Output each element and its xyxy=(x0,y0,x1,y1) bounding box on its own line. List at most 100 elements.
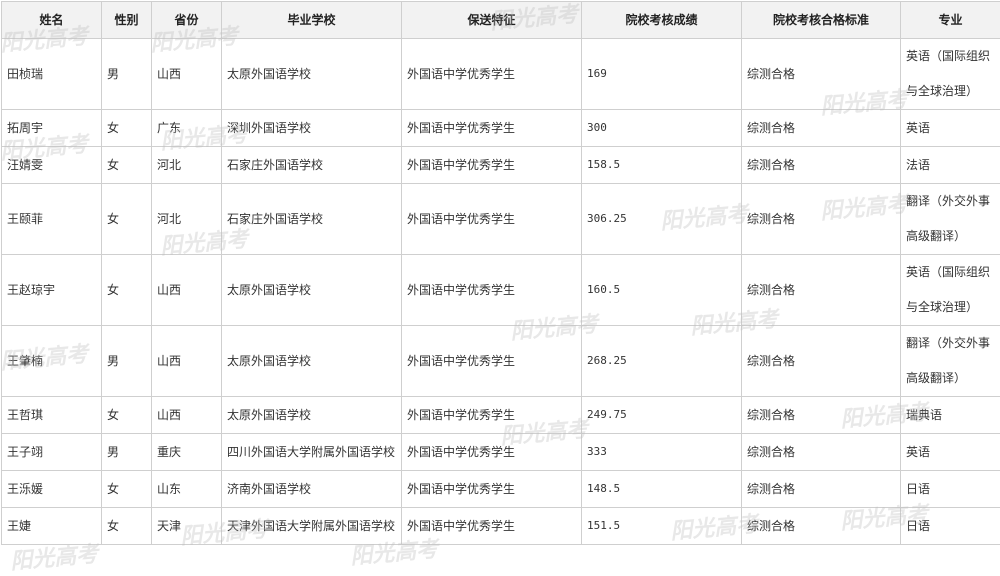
cell-name: 王子翊 xyxy=(2,434,102,471)
cell-school: 济南外国语学校 xyxy=(222,471,402,508)
cell-school: 太原外国语学校 xyxy=(222,255,402,326)
cell-province: 山东 xyxy=(152,471,222,508)
cell-standard: 综测合格 xyxy=(742,39,901,110)
cell-standard: 综测合格 xyxy=(742,434,901,471)
cell-name: 王婕 xyxy=(2,508,102,545)
cell-standard: 综测合格 xyxy=(742,255,901,326)
header-feature: 保送特征 xyxy=(402,2,582,39)
cell-province: 河北 xyxy=(152,184,222,255)
cell-gender: 男 xyxy=(102,434,152,471)
cell-province: 山西 xyxy=(152,39,222,110)
cell-feature: 外国语中学优秀学生 xyxy=(402,397,582,434)
cell-province: 山西 xyxy=(152,255,222,326)
cell-name: 王肇楠 xyxy=(2,326,102,397)
cell-school: 太原外国语学校 xyxy=(222,39,402,110)
cell-standard: 综测合格 xyxy=(742,326,901,397)
cell-name: 王颐菲 xyxy=(2,184,102,255)
cell-province: 山西 xyxy=(152,326,222,397)
header-score: 院校考核成绩 xyxy=(582,2,742,39)
cell-major: 英语 xyxy=(901,434,1000,471)
cell-score: 148.5 xyxy=(582,471,742,508)
cell-major: 英语（国际组织与全球治理） xyxy=(901,255,1000,326)
cell-name: 王赵琼宇 xyxy=(2,255,102,326)
cell-score: 158.5 xyxy=(582,147,742,184)
cell-major: 日语 xyxy=(901,508,1000,545)
cell-gender: 男 xyxy=(102,326,152,397)
cell-standard: 综测合格 xyxy=(742,508,901,545)
admission-table: 姓名 性别 省份 毕业学校 保送特征 院校考核成绩 院校考核合格标准 专业 田桢… xyxy=(1,1,1000,545)
cell-school: 太原外国语学校 xyxy=(222,397,402,434)
cell-standard: 综测合格 xyxy=(742,184,901,255)
cell-feature: 外国语中学优秀学生 xyxy=(402,326,582,397)
cell-gender: 女 xyxy=(102,508,152,545)
cell-score: 268.25 xyxy=(582,326,742,397)
cell-gender: 女 xyxy=(102,397,152,434)
cell-standard: 综测合格 xyxy=(742,110,901,147)
cell-score: 169 xyxy=(582,39,742,110)
cell-feature: 外国语中学优秀学生 xyxy=(402,110,582,147)
header-gender: 性别 xyxy=(102,2,152,39)
cell-gender: 女 xyxy=(102,255,152,326)
cell-gender: 女 xyxy=(102,110,152,147)
cell-feature: 外国语中学优秀学生 xyxy=(402,147,582,184)
header-name: 姓名 xyxy=(2,2,102,39)
cell-gender: 女 xyxy=(102,184,152,255)
cell-standard: 综测合格 xyxy=(742,397,901,434)
cell-school: 深圳外国语学校 xyxy=(222,110,402,147)
cell-province: 山西 xyxy=(152,397,222,434)
cell-major: 英语 xyxy=(901,110,1000,147)
cell-name: 拓周宇 xyxy=(2,110,102,147)
cell-school: 四川外国语大学附属外国语学校 xyxy=(222,434,402,471)
cell-feature: 外国语中学优秀学生 xyxy=(402,184,582,255)
cell-score: 333 xyxy=(582,434,742,471)
cell-score: 151.5 xyxy=(582,508,742,545)
header-row: 姓名 性别 省份 毕业学校 保送特征 院校考核成绩 院校考核合格标准 专业 xyxy=(2,2,1000,39)
cell-school: 石家庄外国语学校 xyxy=(222,184,402,255)
cell-major: 翻译（外交外事高级翻译） xyxy=(901,184,1000,255)
cell-standard: 综测合格 xyxy=(742,471,901,508)
header-school: 毕业学校 xyxy=(222,2,402,39)
cell-name: 王哲琪 xyxy=(2,397,102,434)
header-major: 专业 xyxy=(901,2,1000,39)
cell-major: 瑞典语 xyxy=(901,397,1000,434)
cell-gender: 女 xyxy=(102,471,152,508)
cell-feature: 外国语中学优秀学生 xyxy=(402,255,582,326)
header-province: 省份 xyxy=(152,2,222,39)
cell-school: 太原外国语学校 xyxy=(222,326,402,397)
cell-school: 石家庄外国语学校 xyxy=(222,147,402,184)
cell-standard: 综测合格 xyxy=(742,147,901,184)
cell-province: 广东 xyxy=(152,110,222,147)
cell-major: 日语 xyxy=(901,471,1000,508)
cell-feature: 外国语中学优秀学生 xyxy=(402,39,582,110)
cell-major: 翻译（外交外事高级翻译） xyxy=(901,326,1000,397)
cell-score: 300 xyxy=(582,110,742,147)
cell-feature: 外国语中学优秀学生 xyxy=(402,471,582,508)
cell-name: 王泺媛 xyxy=(2,471,102,508)
cell-province: 天津 xyxy=(152,508,222,545)
cell-province: 重庆 xyxy=(152,434,222,471)
cell-name: 田桢瑞 xyxy=(2,39,102,110)
cell-feature: 外国语中学优秀学生 xyxy=(402,434,582,471)
cell-score: 160.5 xyxy=(582,255,742,326)
cell-major: 法语 xyxy=(901,147,1000,184)
cell-major: 英语（国际组织与全球治理） xyxy=(901,39,1000,110)
cell-gender: 女 xyxy=(102,147,152,184)
header-standard: 院校考核合格标准 xyxy=(742,2,901,39)
cell-gender: 男 xyxy=(102,39,152,110)
cell-feature: 外国语中学优秀学生 xyxy=(402,508,582,545)
cell-score: 306.25 xyxy=(582,184,742,255)
cell-province: 河北 xyxy=(152,147,222,184)
cell-score: 249.75 xyxy=(582,397,742,434)
cell-school: 天津外国语大学附属外国语学校 xyxy=(222,508,402,545)
cell-name: 汪婧雯 xyxy=(2,147,102,184)
